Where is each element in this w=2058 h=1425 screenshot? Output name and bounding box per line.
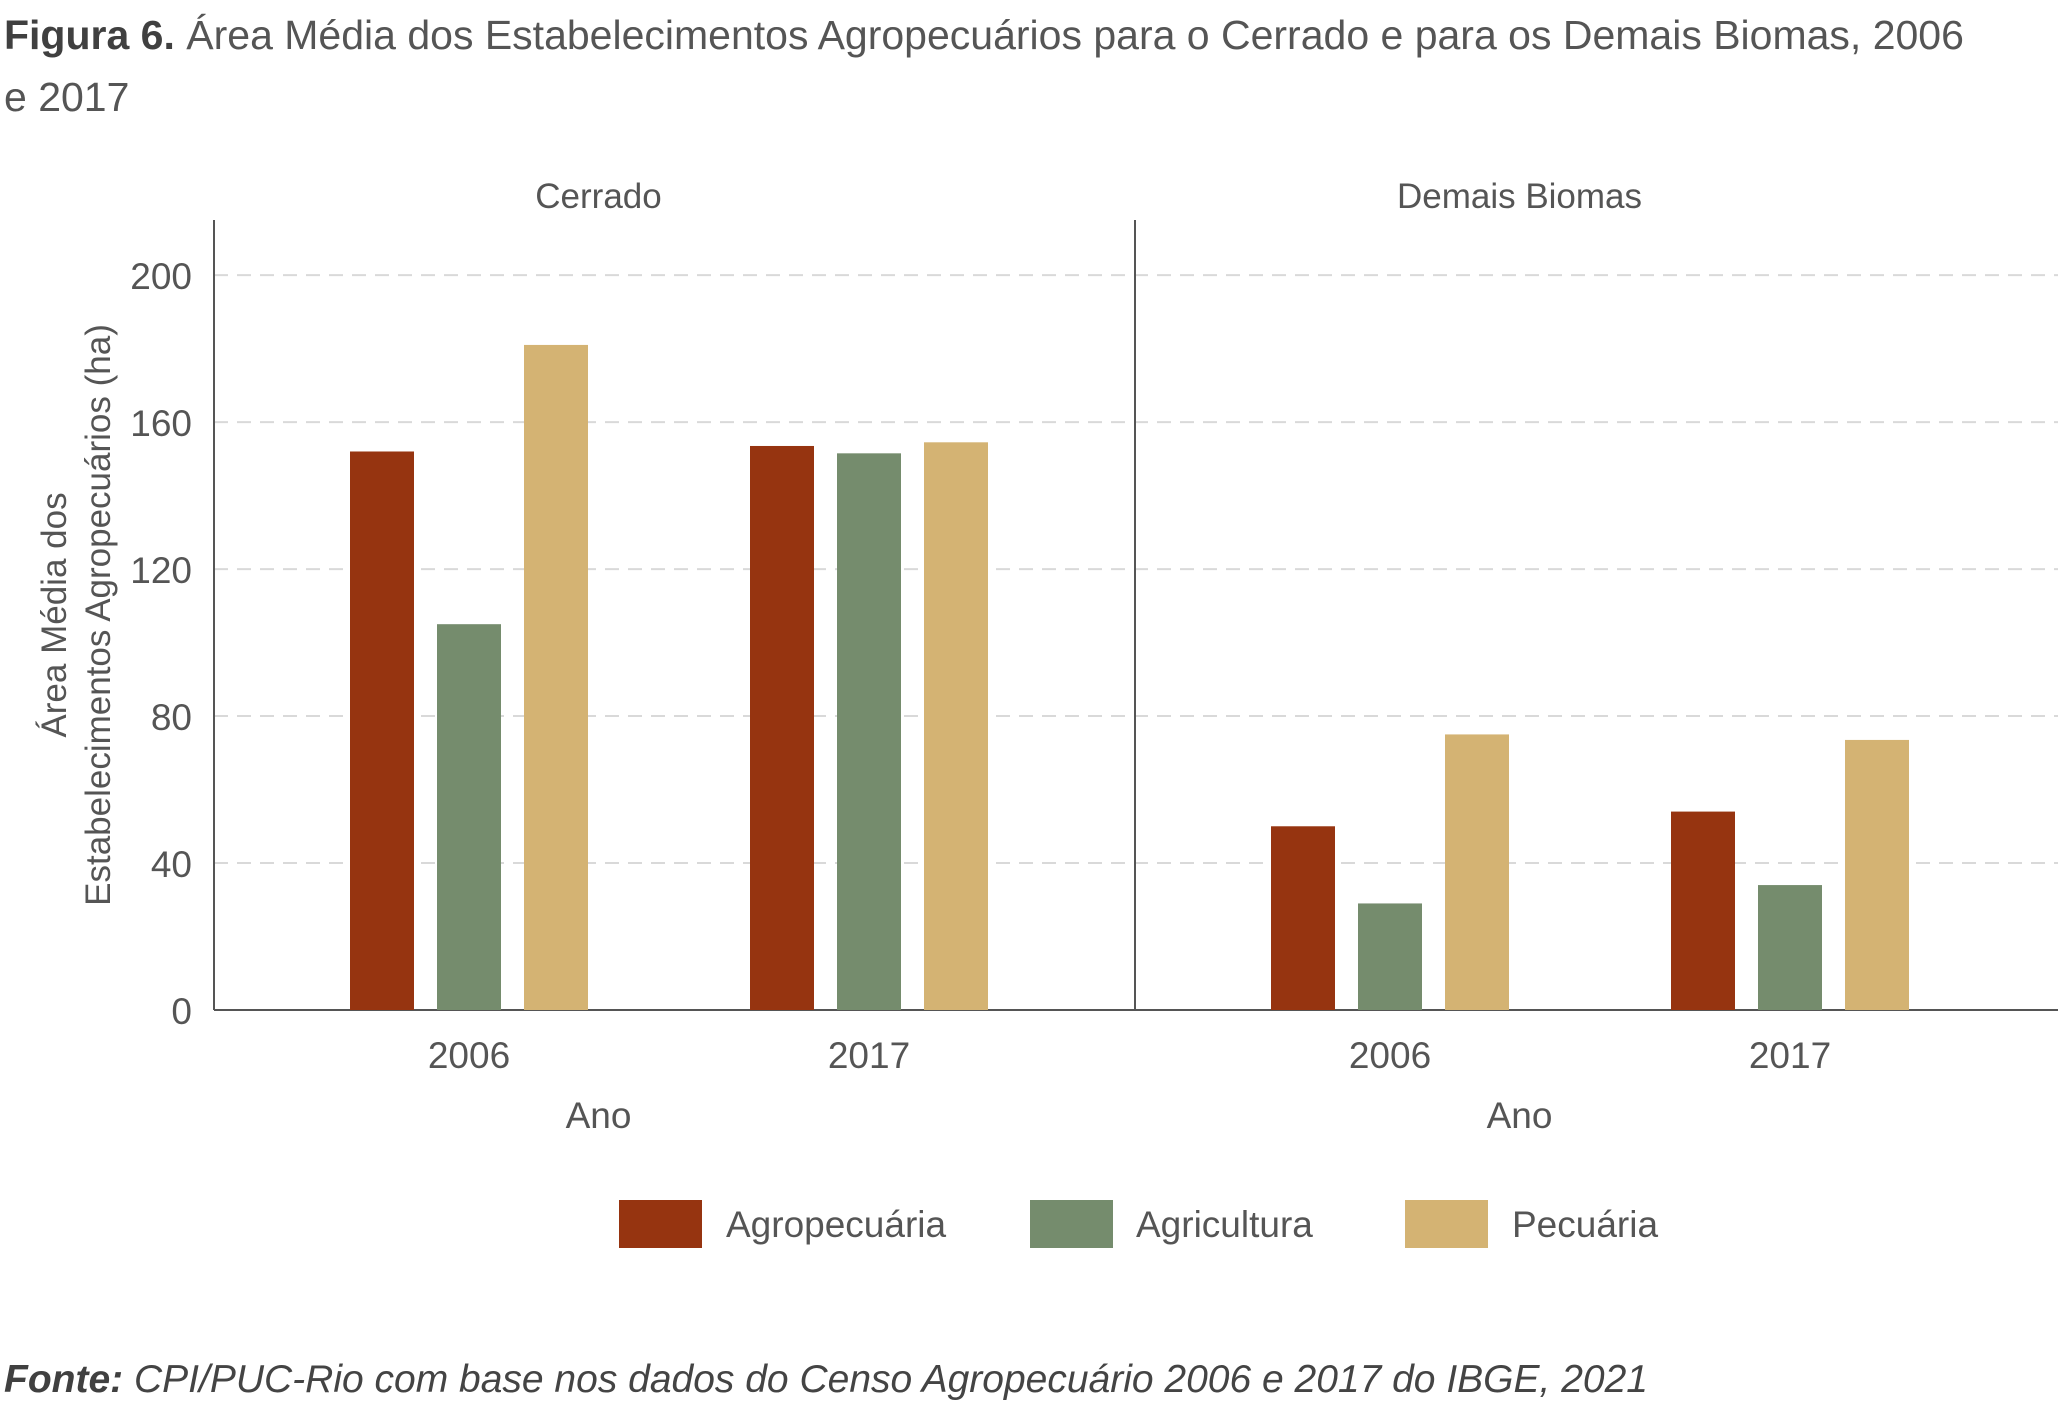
source-note: Fonte: CPI/PUC-Rio com base nos dados do… <box>4 1358 1648 1402</box>
panel-title: Cerrado <box>535 177 661 216</box>
panel-title: Demais Biomas <box>1397 177 1642 216</box>
x-tick-label: 2017 <box>828 1035 910 1076</box>
source-text: CPI/PUC-Rio com base nos dados do Censo … <box>133 1358 1648 1401</box>
x-tick-label: 2006 <box>428 1035 510 1076</box>
legend-label: Pecuária <box>1512 1204 1658 1245</box>
figure-title-text: Área Média dos Estabelecimentos Agropecu… <box>4 12 1964 120</box>
y-tick-label: 160 <box>130 403 192 444</box>
y-axis-label-line: Área Média dos <box>35 492 74 737</box>
figure-title: Figura 6. Área Média dos Estabelecimento… <box>4 4 1964 128</box>
figure-number: Figura 6. <box>4 12 175 58</box>
x-axis-label: Ano <box>566 1095 632 1136</box>
bar <box>1358 903 1422 1010</box>
bar-chart: 0 40 80 120 160 200 Área Média dos Estabelecime… <box>35 177 2058 1248</box>
legend-label: Agropecuária <box>726 1204 947 1245</box>
bar <box>750 445 814 1010</box>
y-tick-label: 120 <box>130 550 192 591</box>
x-axis-label: Ano <box>1487 1095 1553 1136</box>
legend-label: Agricultura <box>1136 1204 1313 1245</box>
bar <box>924 442 988 1010</box>
bar <box>1845 739 1909 1010</box>
bar <box>1271 826 1335 1010</box>
legend-swatch <box>1030 1200 1113 1248</box>
y-axis-label-line: Estabelecimentos Agropecuários (ha) <box>79 324 118 906</box>
legend-swatch <box>1405 1200 1488 1248</box>
bar <box>350 451 414 1010</box>
y-tick-label: 0 <box>171 991 192 1032</box>
bar <box>837 453 901 1011</box>
y-tick-label: 40 <box>151 844 192 885</box>
bar <box>437 624 501 1010</box>
source-label: Fonte: <box>4 1358 124 1401</box>
bar <box>1445 734 1509 1010</box>
y-axis-label: Área Média dos Estabelecimentos Agropecuá… <box>35 324 118 906</box>
y-tick-label: 200 <box>130 256 192 297</box>
x-tick-label: 2006 <box>1349 1035 1431 1076</box>
bar <box>1671 811 1735 1010</box>
x-tick-label: 2017 <box>1749 1035 1831 1076</box>
bar <box>524 344 588 1010</box>
legend-swatch <box>619 1200 702 1248</box>
y-tick-label: 80 <box>151 697 192 738</box>
bar <box>1758 885 1822 1010</box>
